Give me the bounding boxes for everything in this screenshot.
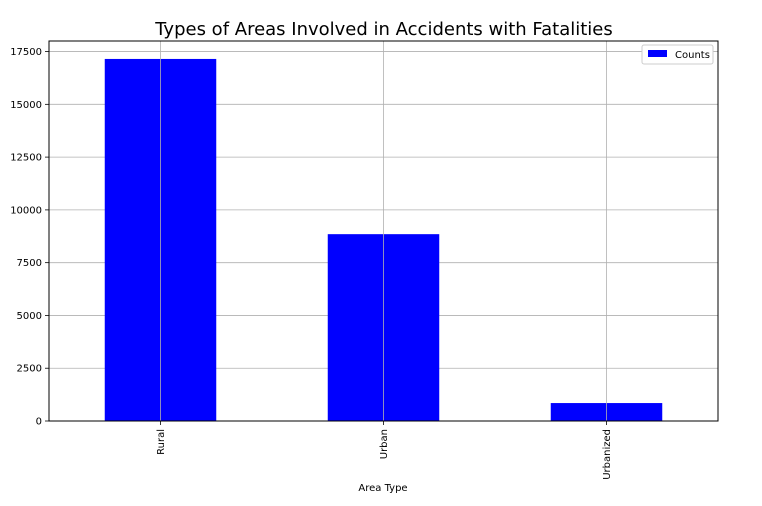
y-tick-label: 2500: [17, 364, 42, 375]
x-axis-label: Area Type: [358, 483, 407, 494]
vertical-grid-lines: [160, 41, 607, 421]
x-axis: Rural Urban Urbanized: [156, 421, 613, 480]
y-tick-label: 10000: [10, 205, 42, 216]
y-tick-label: 5000: [17, 311, 42, 322]
chart-title: Types of Areas Involved in Accidents wit…: [154, 19, 613, 40]
legend-swatch: [648, 50, 667, 57]
y-tick-label: 17500: [10, 47, 42, 58]
y-tick-label: 12500: [10, 153, 42, 164]
y-tick-label: 15000: [10, 100, 42, 111]
legend-label: Counts: [675, 50, 710, 61]
y-tick-label: 0: [36, 417, 42, 428]
y-tick-label: 7500: [17, 258, 42, 269]
x-tick-label: Urban: [379, 429, 390, 459]
x-tick-label: Rural: [156, 429, 167, 455]
legend-box: [641, 44, 714, 65]
legend: Counts: [641, 44, 714, 65]
x-tick-label: Urbanized: [602, 429, 613, 480]
y-axis: 0 2500 5000 7500 10000 12500 15000 17500: [10, 47, 49, 428]
